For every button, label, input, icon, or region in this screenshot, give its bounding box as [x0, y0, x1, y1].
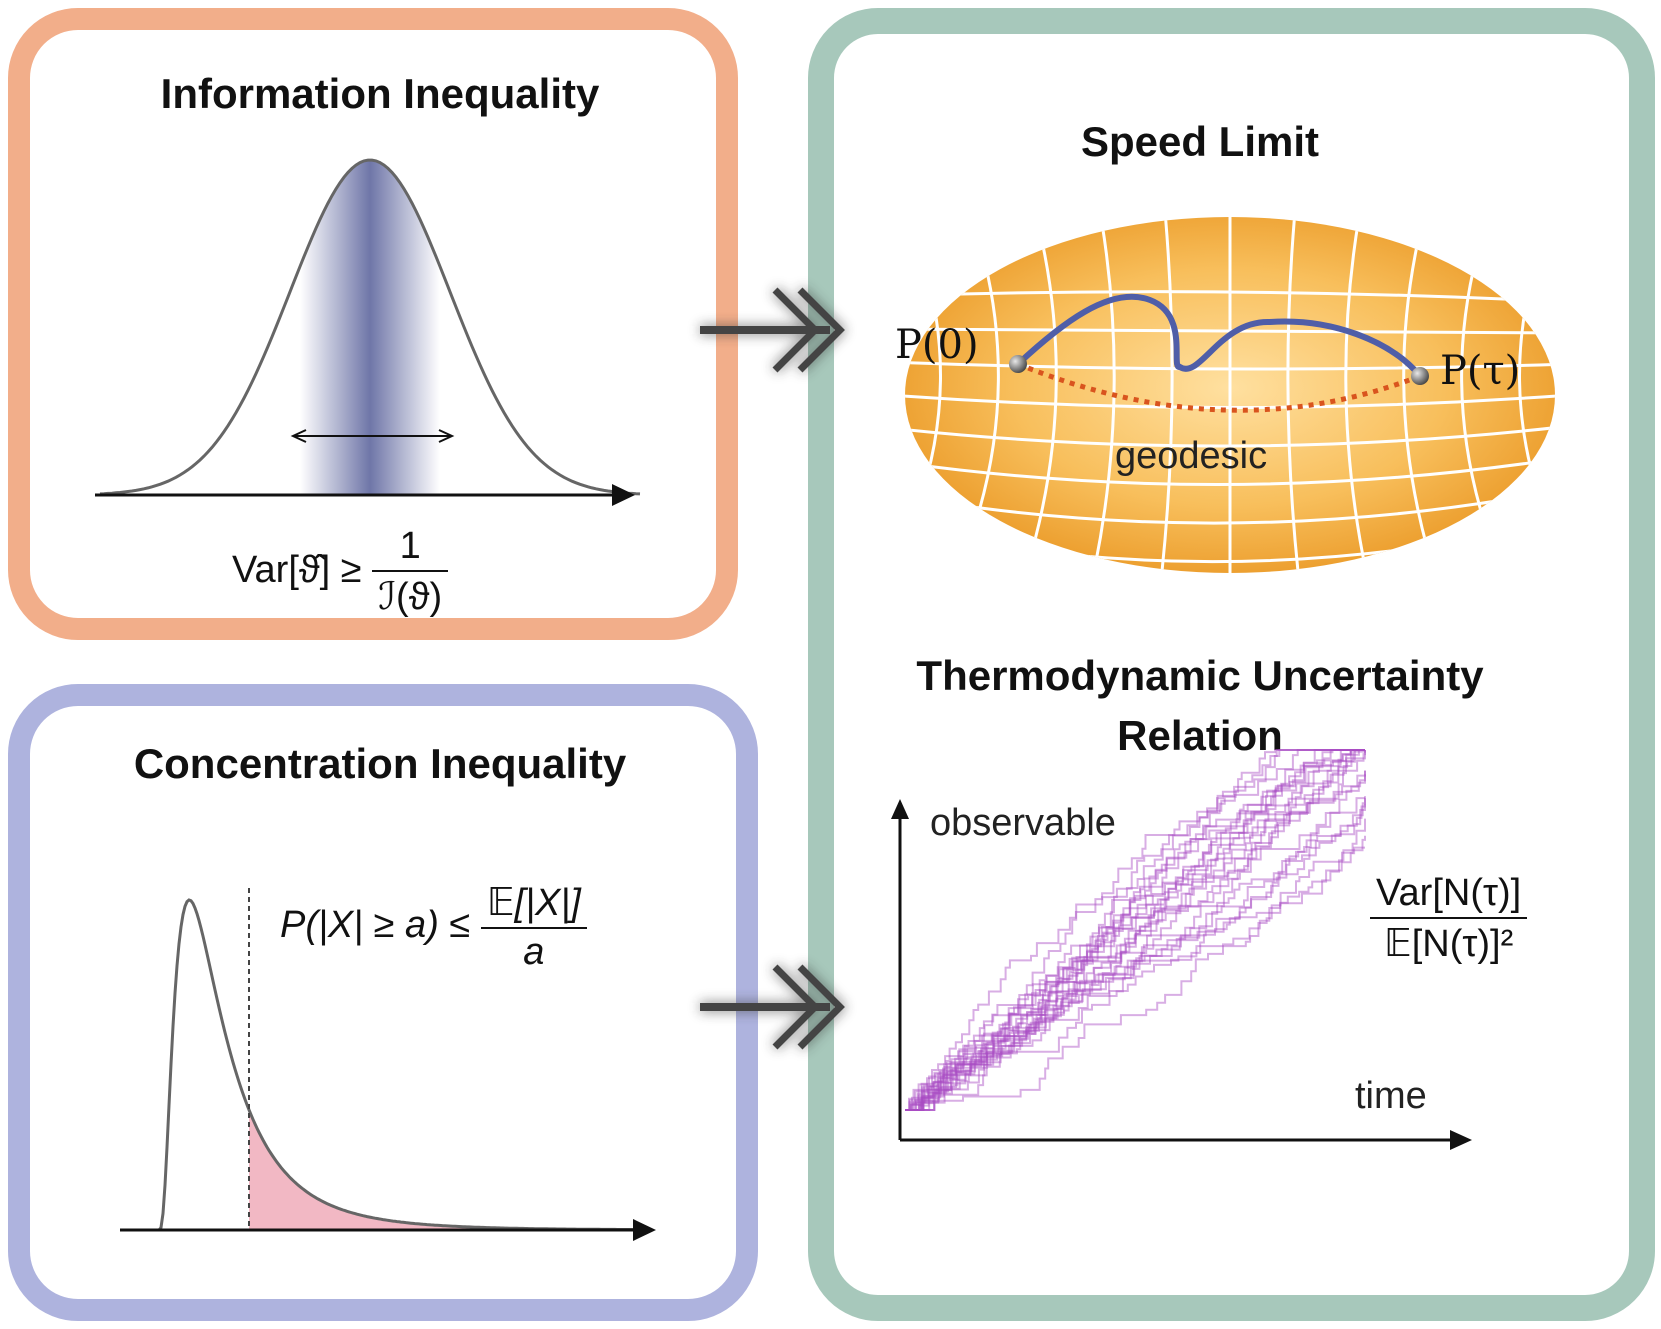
trajectory-path: [905, 749, 1365, 1111]
concentration-formula-denominator: a: [480, 927, 587, 974]
tur-x-axis-arrowhead: [1450, 1130, 1472, 1150]
gaussian-variance-band: [300, 160, 440, 495]
concentration-formula-lhs: P(|X| ≥ a) ≤: [280, 904, 471, 947]
gaussian-x-axis-arrowhead: [612, 484, 635, 506]
start-point-label: P(0): [895, 322, 979, 368]
skewed-x-axis-arrowhead: [633, 1219, 656, 1241]
manifold-meridian: [1344, 217, 1372, 573]
info-formula-fraction: 1 ℐ(ϑ): [372, 525, 449, 619]
variance-arrow-right-head: [438, 429, 455, 443]
tur-ratio-fraction: Var[N(τ)] 𝔼[N(τ)]²: [1370, 872, 1528, 966]
trajectory-path: [905, 797, 1365, 1111]
trajectory-path: [905, 749, 1365, 1111]
trajectory-path: [905, 749, 1365, 1111]
trajectory-path: [905, 770, 1366, 1111]
tur-plot: [891, 749, 1472, 1150]
manifold-parallel: [905, 486, 1555, 525]
manifold-parallel: [905, 327, 1555, 335]
trajectories: [905, 749, 1366, 1111]
trajectory-path: [905, 835, 1366, 1111]
manifold-parallel: [905, 360, 1555, 371]
concentration-formula: P(|X| ≥ a) ≤ 𝔼[|X|] a: [280, 880, 587, 974]
info-title: Information Inequality: [160, 70, 600, 117]
geodesic-path: [1017, 361, 1421, 413]
manifold-parallel: [905, 290, 1555, 304]
trajectory-path: [905, 804, 1366, 1111]
information-inequality-panel: [8, 8, 738, 640]
tur-title-line1: Thermodynamic Uncertainty: [916, 652, 1484, 699]
arrow-concentration-to-tur: [700, 963, 847, 1051]
info-formula-lhs: Var[ϑ̂] ≥: [232, 549, 362, 592]
tur-title-line2: Relation: [1117, 712, 1283, 759]
speed-limit-title: Speed Limit: [1080, 118, 1320, 165]
geodesic-label: geodesic: [1115, 435, 1268, 477]
trajectory-path: [905, 750, 1366, 1111]
end-point-marker: [1411, 367, 1429, 385]
trajectory-path: [905, 749, 1365, 1111]
manifold-meridian: [1577, 200, 1650, 590]
trajectory-path: [905, 818, 1366, 1111]
trajectory-path: [905, 749, 1365, 1111]
tail-probability-area: [249, 1109, 640, 1230]
manifold-meridian: [1018, 217, 1058, 573]
trajectory-path: [905, 749, 1365, 1111]
tur-ratio-denominator: 𝔼[N(τ)]²: [1370, 917, 1528, 966]
concentration-formula-fraction: 𝔼[|X|] a: [480, 880, 587, 974]
trajectory-path: [905, 749, 1365, 1111]
actual-path: [1015, 293, 1423, 378]
gaussian-curve: [99, 158, 641, 496]
info-formula-numerator: 1: [399, 525, 421, 567]
manifold-parallel: [905, 455, 1555, 487]
concentration-inequality-panel: [8, 684, 758, 1321]
trajectory-path: [905, 749, 1365, 1111]
manifold-meridian: [1158, 217, 1174, 573]
end-point-label: P(τ): [1440, 348, 1521, 394]
trajectory-path: [905, 750, 1366, 1111]
trajectory-path: [905, 749, 1365, 1111]
info-formula-denominator: ℐ(ϑ): [372, 570, 449, 619]
trajectory-path: [905, 796, 1366, 1111]
skewed-distribution: [120, 888, 656, 1241]
trajectory-path: [905, 774, 1366, 1111]
start-point-marker: [1009, 355, 1027, 373]
tur-ratio: Var[N(τ)] 𝔼[N(τ)]²: [1370, 872, 1528, 966]
manifold-meridian: [1286, 217, 1302, 573]
variance-arrow-left-head: [290, 429, 307, 443]
manifold-meridian: [1402, 217, 1442, 573]
trajectory-path: [905, 749, 1365, 1111]
manifold-parallel: [905, 424, 1555, 448]
trajectory-path: [905, 798, 1366, 1111]
arrow-info-to-speed: [700, 286, 847, 374]
tur-y-axis-arrowhead: [891, 799, 909, 819]
trajectory-path: [905, 749, 1365, 1111]
trajectory-path: [905, 846, 1365, 1111]
tur-x-axis-label: time: [1355, 1075, 1427, 1117]
trajectory-path: [905, 750, 1366, 1111]
manifold-parallel: [905, 393, 1555, 409]
concentration-title: Concentration Inequality: [133, 740, 627, 787]
info-formula: Var[ϑ̂] ≥ 1 ℐ(ϑ): [232, 525, 449, 619]
gaussian-distribution: [95, 158, 641, 506]
trajectory-path: [905, 749, 1365, 1111]
tur-ratio-numerator: Var[N(τ)]: [1376, 872, 1522, 914]
concentration-formula-numerator: 𝔼[|X|]: [486, 882, 581, 924]
trajectory-path: [905, 749, 1365, 1111]
tur-y-axis-label: observable: [930, 802, 1116, 844]
statistical-manifold: [905, 200, 1650, 590]
trajectory-path: [905, 770, 1366, 1111]
